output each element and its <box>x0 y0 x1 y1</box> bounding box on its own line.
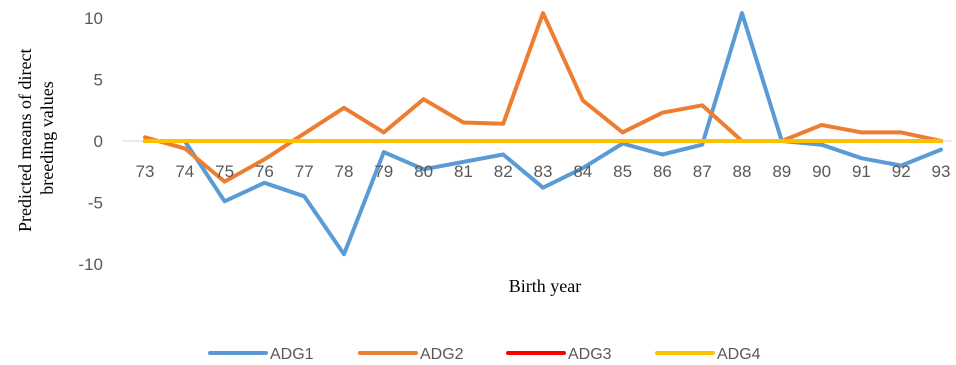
x-tick-label: 89 <box>772 162 791 181</box>
x-tick-label: 79 <box>374 162 393 181</box>
x-tick-label: 84 <box>573 162 592 181</box>
series-lines <box>143 11 943 257</box>
x-tick-label: 83 <box>534 162 553 181</box>
x-tick-label: 87 <box>693 162 712 181</box>
y-tick-label: -5 <box>88 194 103 213</box>
y-tick-label: 10 <box>84 9 103 28</box>
series-line-adg1 <box>143 11 943 257</box>
series-line-adg2 <box>143 11 943 184</box>
x-tick-label: 86 <box>653 162 672 181</box>
y-axis-title: Predicted means of direct breeding value… <box>15 44 57 232</box>
y-axis-title-line-1: Predicted means of direct <box>15 49 35 232</box>
legend-item-adg1: ADG1 <box>208 346 314 363</box>
x-tick-label: 91 <box>852 162 871 181</box>
y-axis-title-line-2: breeding values <box>37 81 57 194</box>
legend-item-adg2: ADG2 <box>358 346 464 363</box>
x-tick-label: 88 <box>733 162 752 181</box>
x-tick-label: 81 <box>454 162 473 181</box>
x-tick-label: 80 <box>414 162 433 181</box>
y-axis-tick-labels: 10 5 0 -5 -10 <box>78 9 103 274</box>
y-tick-label: 5 <box>94 71 103 90</box>
legend-label: ADG4 <box>717 346 761 363</box>
x-tick-label: 74 <box>175 162 194 181</box>
x-axis-tick-labels: 73 74 75 76 77 78 79 80 81 82 83 84 85 86 87 88 89 90 91 92… <box>136 162 951 181</box>
x-tick-label: 92 <box>892 162 911 181</box>
legend: ADG1 ADG2 ADG3 ADG4 <box>208 346 761 363</box>
x-tick-label: 73 <box>136 162 155 181</box>
y-tick-label: 0 <box>94 132 103 151</box>
legend-label: ADG3 <box>568 346 612 363</box>
x-tick-label: 76 <box>255 162 274 181</box>
legend-label: ADG2 <box>420 346 464 363</box>
y-tick-label: -10 <box>78 255 103 274</box>
legend-item-adg3: ADG3 <box>506 346 612 363</box>
x-tick-label: 75 <box>215 162 234 181</box>
x-tick-label: 90 <box>812 162 831 181</box>
legend-label: ADG1 <box>270 346 314 363</box>
x-axis-title: Birth year <box>509 276 581 296</box>
x-tick-label: 82 <box>494 162 513 181</box>
x-tick-label: 77 <box>295 162 314 181</box>
x-tick-label: 78 <box>335 162 354 181</box>
x-tick-label: 93 <box>932 162 951 181</box>
legend-item-adg4: ADG4 <box>655 346 761 363</box>
x-tick-label: 85 <box>613 162 632 181</box>
